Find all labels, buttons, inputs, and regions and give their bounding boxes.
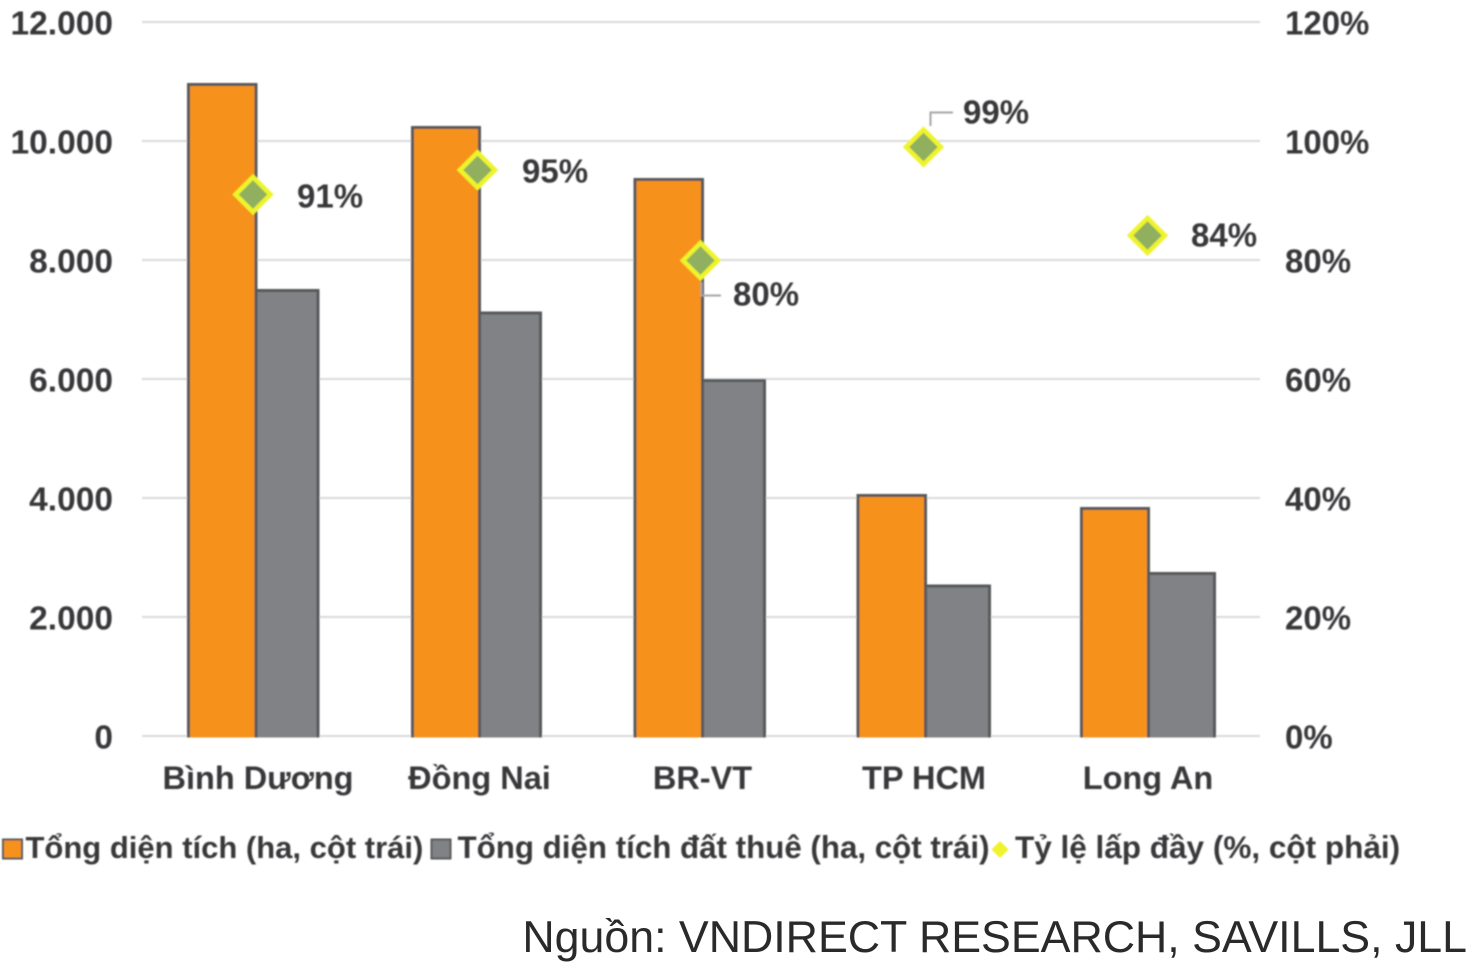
svg-text:0: 0 — [94, 719, 113, 756]
svg-text:BR-VT: BR-VT — [653, 760, 752, 796]
svg-text:91%: 91% — [297, 177, 363, 214]
svg-text:Tổng diện tích đất thuê (ha, c: Tổng diện tích đất thuê (ha, cột trái) — [458, 830, 990, 865]
svg-text:40%: 40% — [1285, 480, 1351, 517]
svg-text:2.000: 2.000 — [29, 600, 113, 637]
svg-text:6.000: 6.000 — [29, 362, 113, 399]
svg-text:120%: 120% — [1285, 4, 1369, 41]
svg-text:TP HCM: TP HCM — [862, 760, 986, 796]
svg-text:60%: 60% — [1285, 361, 1351, 398]
svg-text:84%: 84% — [1191, 216, 1257, 253]
svg-text:Tổng diện tích (ha, cột trái): Tổng diện tích (ha, cột trái) — [26, 830, 424, 865]
svg-text:Bình Dương: Bình Dương — [162, 760, 353, 796]
svg-text:8.000: 8.000 — [29, 243, 113, 280]
svg-text:10.000: 10.000 — [11, 124, 113, 161]
svg-text:12.000: 12.000 — [11, 5, 113, 42]
svg-text:0%: 0% — [1285, 718, 1333, 755]
svg-text:99%: 99% — [963, 93, 1029, 130]
svg-text:Đồng Nai: Đồng Nai — [408, 760, 551, 796]
svg-text:20%: 20% — [1285, 599, 1351, 636]
svg-text:80%: 80% — [733, 275, 799, 312]
svg-text:80%: 80% — [1285, 242, 1351, 279]
svg-text:Long An: Long An — [1083, 760, 1214, 796]
svg-text:Tỷ lệ lấp đầy (%, cột phải): Tỷ lệ lấp đầy (%, cột phải) — [1015, 829, 1400, 865]
svg-text:Nguồn: VNDIRECT RESEARCH, SAVI: Nguồn: VNDIRECT RESEARCH, SAVILLS, JLL — [522, 913, 1467, 962]
svg-text:4.000: 4.000 — [29, 481, 113, 518]
svg-text:100%: 100% — [1285, 123, 1369, 160]
svg-text:95%: 95% — [522, 152, 588, 189]
